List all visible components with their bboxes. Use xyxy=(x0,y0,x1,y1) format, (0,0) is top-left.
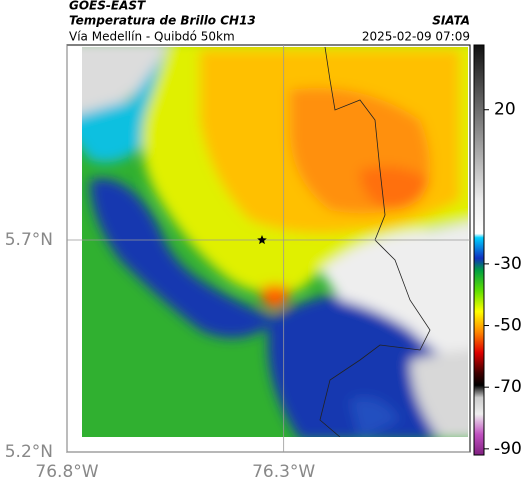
title: Temperatura de Brillo CH13 xyxy=(69,14,256,28)
colorbar-tick-label: -30 xyxy=(494,254,522,274)
lat-tick-label: 5.7°N xyxy=(5,230,53,250)
lon-tick-label: 76.3°W xyxy=(252,462,315,482)
colorbar-tick-label: -90 xyxy=(494,439,522,459)
satellite: GOES-EAST xyxy=(69,0,146,13)
lat-tick-label: 5.2°N xyxy=(5,442,53,462)
lon-tick-label: 76.8°W xyxy=(35,462,98,482)
subtitle: Vía Medellín - Quibdó 50km xyxy=(69,30,235,44)
source: SIATA xyxy=(432,14,470,28)
timestamp: 2025-02-09 07:09 xyxy=(362,30,470,44)
colorbar xyxy=(473,44,485,456)
colorbar-tick-label: -70 xyxy=(494,377,522,397)
colorbar-tick-label: 20 xyxy=(494,100,516,120)
colorbar-tick-label: -50 xyxy=(494,316,522,336)
location-marker xyxy=(257,235,267,245)
imagery xyxy=(82,47,468,437)
